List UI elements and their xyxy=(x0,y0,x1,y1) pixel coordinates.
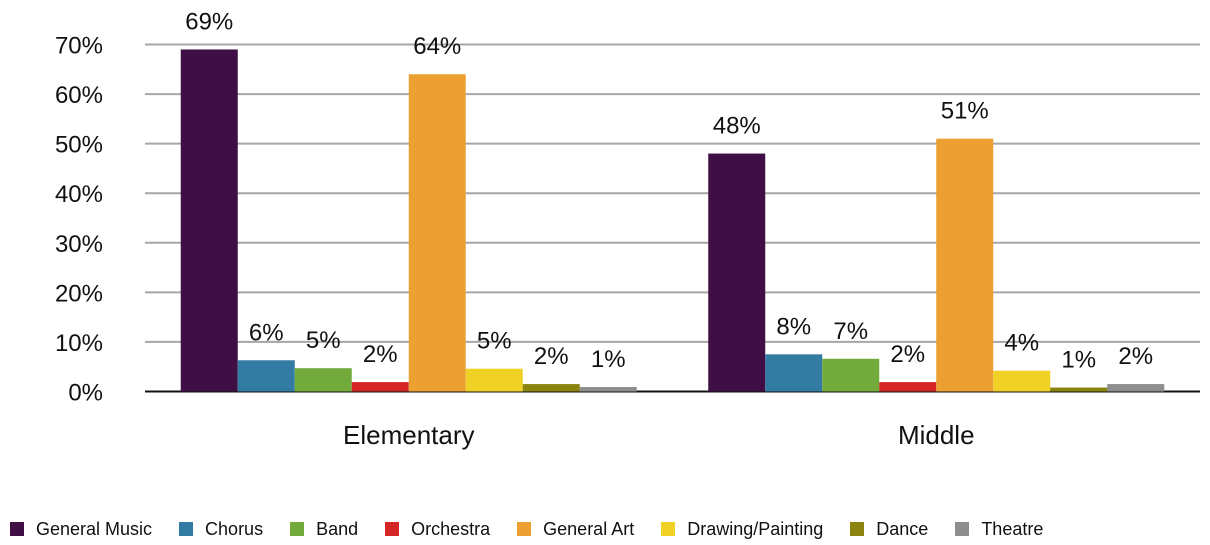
data-label: 2% xyxy=(890,341,925,368)
data-label: 1% xyxy=(1061,347,1096,374)
legend-label: General Music xyxy=(36,518,153,539)
legend-item: Chorus xyxy=(179,519,263,540)
bars xyxy=(180,49,1165,392)
data-label: 2% xyxy=(534,343,569,370)
data-label: 69% xyxy=(185,8,233,35)
legend-label: Drawing/Painting xyxy=(687,518,824,539)
legend-swatch xyxy=(850,522,865,536)
bar-general-art-elementary xyxy=(408,74,466,392)
gridlines xyxy=(145,43,1200,393)
legend-swatch xyxy=(955,522,970,536)
x-axis-categories: Elementary Middle xyxy=(343,420,975,450)
bar-orchestra-middle xyxy=(879,382,937,392)
legend-item: General Music xyxy=(10,519,152,540)
y-tick-label: 50% xyxy=(55,132,103,159)
data-label: 6% xyxy=(249,319,284,346)
legend-item: Theatre xyxy=(955,519,1043,540)
y-tick-label: 30% xyxy=(55,231,103,258)
legend-item: General Art xyxy=(517,519,634,540)
bar-theatre-elementary xyxy=(579,387,637,392)
bar-general-music-elementary xyxy=(180,49,238,392)
y-axis-ticks: 0% 10% 20% 30% 40% 50% 60% 70% xyxy=(55,33,103,407)
bar-chorus-elementary xyxy=(237,360,295,392)
bar-dance-elementary xyxy=(522,384,580,392)
y-tick-label: 0% xyxy=(68,380,103,407)
y-tick-label: 70% xyxy=(55,33,103,60)
bar-general-music-middle xyxy=(708,153,766,392)
y-tick-label: 20% xyxy=(55,280,103,307)
data-label: 8% xyxy=(776,313,811,340)
y-tick-label: 10% xyxy=(55,330,103,357)
legend-swatch xyxy=(385,522,400,536)
data-labels: 69% 6% 5% 2% 64% 5% 2% 1% 48% 8% 7% 2% 51% 4% 1% 2% xyxy=(185,8,1153,373)
legend-label: General Art xyxy=(543,518,635,539)
category-label: Elementary xyxy=(343,420,475,450)
legend-item: Drawing/Painting xyxy=(661,519,823,540)
legend-label: Chorus xyxy=(205,518,264,539)
data-label: 5% xyxy=(306,327,341,354)
legend-label: Theatre xyxy=(981,518,1044,539)
legend-swatch xyxy=(290,522,305,536)
bar-theatre-middle xyxy=(1107,384,1165,392)
legend-swatch xyxy=(661,522,676,536)
y-tick-label: 60% xyxy=(55,82,103,109)
legend-swatch xyxy=(10,522,24,536)
data-label: 48% xyxy=(713,113,761,140)
data-label: 1% xyxy=(591,346,626,373)
legend-swatch xyxy=(517,522,532,536)
data-label: 4% xyxy=(1004,330,1039,357)
legend-item: Dance xyxy=(850,519,928,540)
bar-orchestra-elementary xyxy=(351,382,409,392)
legend-swatch xyxy=(179,522,194,536)
bar-band-elementary xyxy=(294,368,352,392)
bar-drawing-painting-middle xyxy=(993,370,1051,392)
bar-general-art-middle xyxy=(936,138,994,392)
y-tick-label: 40% xyxy=(55,181,103,208)
legend-item: Band xyxy=(290,519,358,540)
legend-label: Band xyxy=(316,518,359,539)
data-label: 51% xyxy=(941,98,989,125)
data-label: 5% xyxy=(477,328,512,355)
data-label: 7% xyxy=(833,318,868,345)
bar-drawing-painting-elementary xyxy=(465,368,523,392)
bar-band-middle xyxy=(822,358,880,392)
data-label: 2% xyxy=(363,341,398,368)
data-label: 2% xyxy=(1118,343,1153,370)
legend: General Music Chorus Band Orchestra General … xyxy=(10,517,1070,541)
legend-label: Dance xyxy=(876,518,929,539)
bar-chorus-middle xyxy=(765,354,823,392)
bar-dance-middle xyxy=(1050,387,1108,392)
category-label: Middle xyxy=(898,420,975,450)
legend-label: Orchestra xyxy=(411,518,491,539)
data-label: 64% xyxy=(413,33,461,60)
legend-item: Orchestra xyxy=(385,519,490,540)
